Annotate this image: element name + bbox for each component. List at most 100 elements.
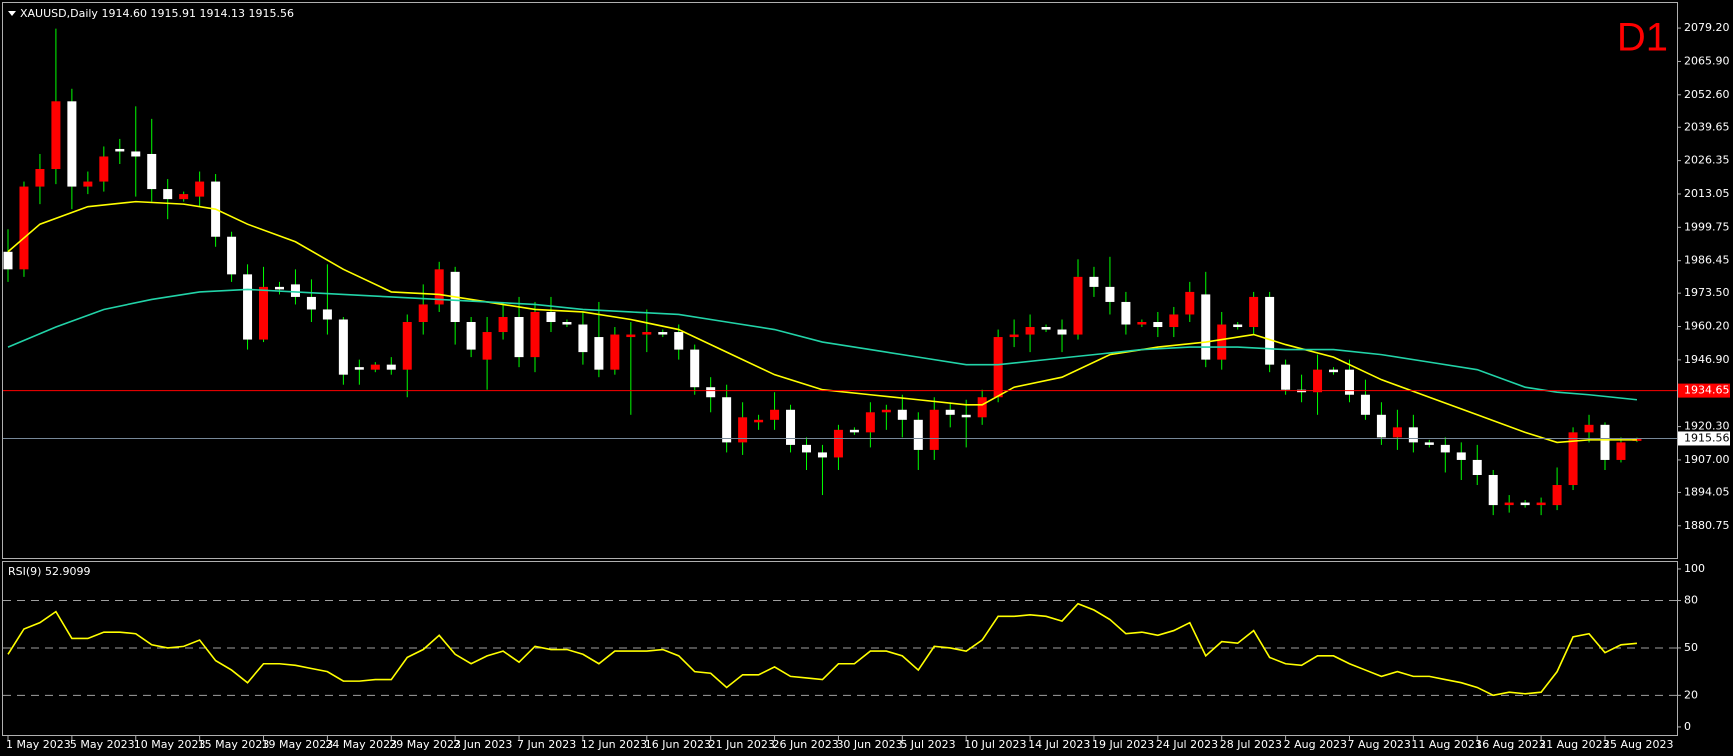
candle-body [1408, 427, 1418, 443]
candle-body [67, 101, 77, 187]
x-tick-label: 2 Jun 2023 [453, 738, 512, 751]
x-tick-label: 11 Aug 2023 [1411, 738, 1481, 751]
y-tick-label: 2065.90 [1684, 54, 1730, 67]
candle-body [1584, 424, 1594, 433]
candle-body [51, 101, 61, 170]
candle-body [1313, 369, 1323, 393]
candle-body [1392, 427, 1402, 438]
candle-body [578, 324, 588, 353]
candle-body [1105, 286, 1115, 302]
candle-body [562, 322, 572, 325]
candle-body [1041, 327, 1051, 330]
rsi-line [7, 602, 1638, 697]
x-tick-label: 26 Jun 2023 [773, 738, 839, 751]
y-tick-label: 2013.05 [1684, 187, 1730, 200]
candle-body [1568, 432, 1578, 486]
candle-body [1057, 329, 1067, 335]
y-tick-label: 1880.75 [1684, 519, 1730, 532]
candle-body [594, 337, 604, 370]
candle-body [913, 419, 923, 450]
candle-body [338, 319, 348, 375]
candle-body [754, 419, 764, 423]
candle-body [833, 429, 843, 458]
candle-body [386, 364, 396, 370]
candle-body [1265, 296, 1275, 365]
x-tick-label: 21 Jun 2023 [709, 738, 775, 751]
rsi-title: RSI(9) [8, 565, 41, 578]
candle-body [498, 316, 508, 333]
candle-body [738, 417, 748, 443]
x-tick-label: 16 Jun 2023 [645, 738, 711, 751]
price-label: 1934.65 [1684, 384, 1730, 397]
x-tick-label: 7 Jun 2023 [517, 738, 576, 751]
candle-body [418, 304, 428, 323]
candle-body [243, 274, 253, 340]
rsi-panel-frame [2, 561, 1678, 736]
candle-body [83, 181, 93, 187]
x-tick-label: 12 Jun 2023 [581, 738, 647, 751]
y-tick-label: 1960.20 [1684, 320, 1730, 333]
x-tick-label: 1 May 2023 [6, 738, 71, 751]
candle-body [993, 337, 1003, 398]
moving-average [7, 200, 1637, 444]
candle-body [115, 148, 125, 152]
main-panel-frame [2, 2, 1678, 559]
x-tick-label: 10 Jul 2023 [964, 738, 1026, 751]
candle-body [1616, 442, 1626, 460]
x-tick-label: 7 Aug 2023 [1347, 738, 1410, 751]
candle-body [1504, 502, 1514, 506]
candle-body [897, 409, 907, 420]
x-tick-label: 24 May 2023 [325, 738, 397, 751]
candle-body [1376, 414, 1386, 438]
candle-body [865, 412, 875, 433]
candle-body [1201, 294, 1211, 360]
y-tick-label: 1999.75 [1684, 220, 1730, 233]
y-tick-label: 1973.50 [1684, 286, 1730, 299]
x-tick-label: 5 May 2023 [70, 738, 135, 751]
candle-body [1472, 459, 1482, 475]
y-tick-label: 2079.20 [1684, 21, 1730, 34]
y-tick-label: 2052.60 [1684, 88, 1730, 101]
candle-body [1329, 369, 1339, 373]
candle-body [434, 269, 444, 305]
candle-body [610, 334, 620, 370]
price-label: 1915.56 [1684, 431, 1730, 444]
rsi-value: 52.9099 [45, 565, 91, 578]
x-tick-label: 16 Aug 2023 [1475, 738, 1545, 751]
y-tick-label: 2026.35 [1684, 154, 1730, 167]
candle-body [1281, 364, 1291, 390]
candle-body [881, 409, 891, 413]
candle-body [1233, 324, 1243, 328]
x-tick-label: 10 May 2023 [134, 738, 206, 751]
candle-body [690, 349, 700, 388]
y-tick-label: 1894.05 [1684, 485, 1730, 498]
candle-body [1025, 327, 1035, 335]
candle-body [658, 332, 668, 335]
candle-body [1153, 322, 1163, 328]
x-tick-label: 30 Jun 2023 [836, 738, 902, 751]
candle-body [1536, 502, 1546, 506]
candle-body [274, 286, 284, 290]
y-tick-label: 1920.30 [1684, 420, 1730, 433]
x-tick-label: 19 May 2023 [262, 738, 334, 751]
candle-body [786, 409, 796, 445]
candle-body [802, 444, 811, 453]
x-tick-label: 5 Jul 2023 [900, 738, 955, 751]
candle-body [1089, 276, 1099, 287]
candle-body [306, 296, 316, 310]
candle-body [3, 251, 13, 270]
candle-body [147, 153, 157, 190]
candle-body [817, 452, 827, 458]
candle-body [227, 236, 237, 275]
x-tick-label: 19 Jul 2023 [1092, 738, 1154, 751]
candle-body [1121, 301, 1131, 325]
candle-body [977, 397, 987, 418]
candle-body [195, 181, 205, 197]
candle-body [1009, 334, 1019, 338]
candle-body [482, 332, 492, 360]
candle-body [322, 309, 332, 320]
candle-body [514, 316, 524, 358]
candle-body [354, 367, 364, 370]
candle-body [131, 151, 141, 157]
price-label-box [1678, 431, 1730, 446]
